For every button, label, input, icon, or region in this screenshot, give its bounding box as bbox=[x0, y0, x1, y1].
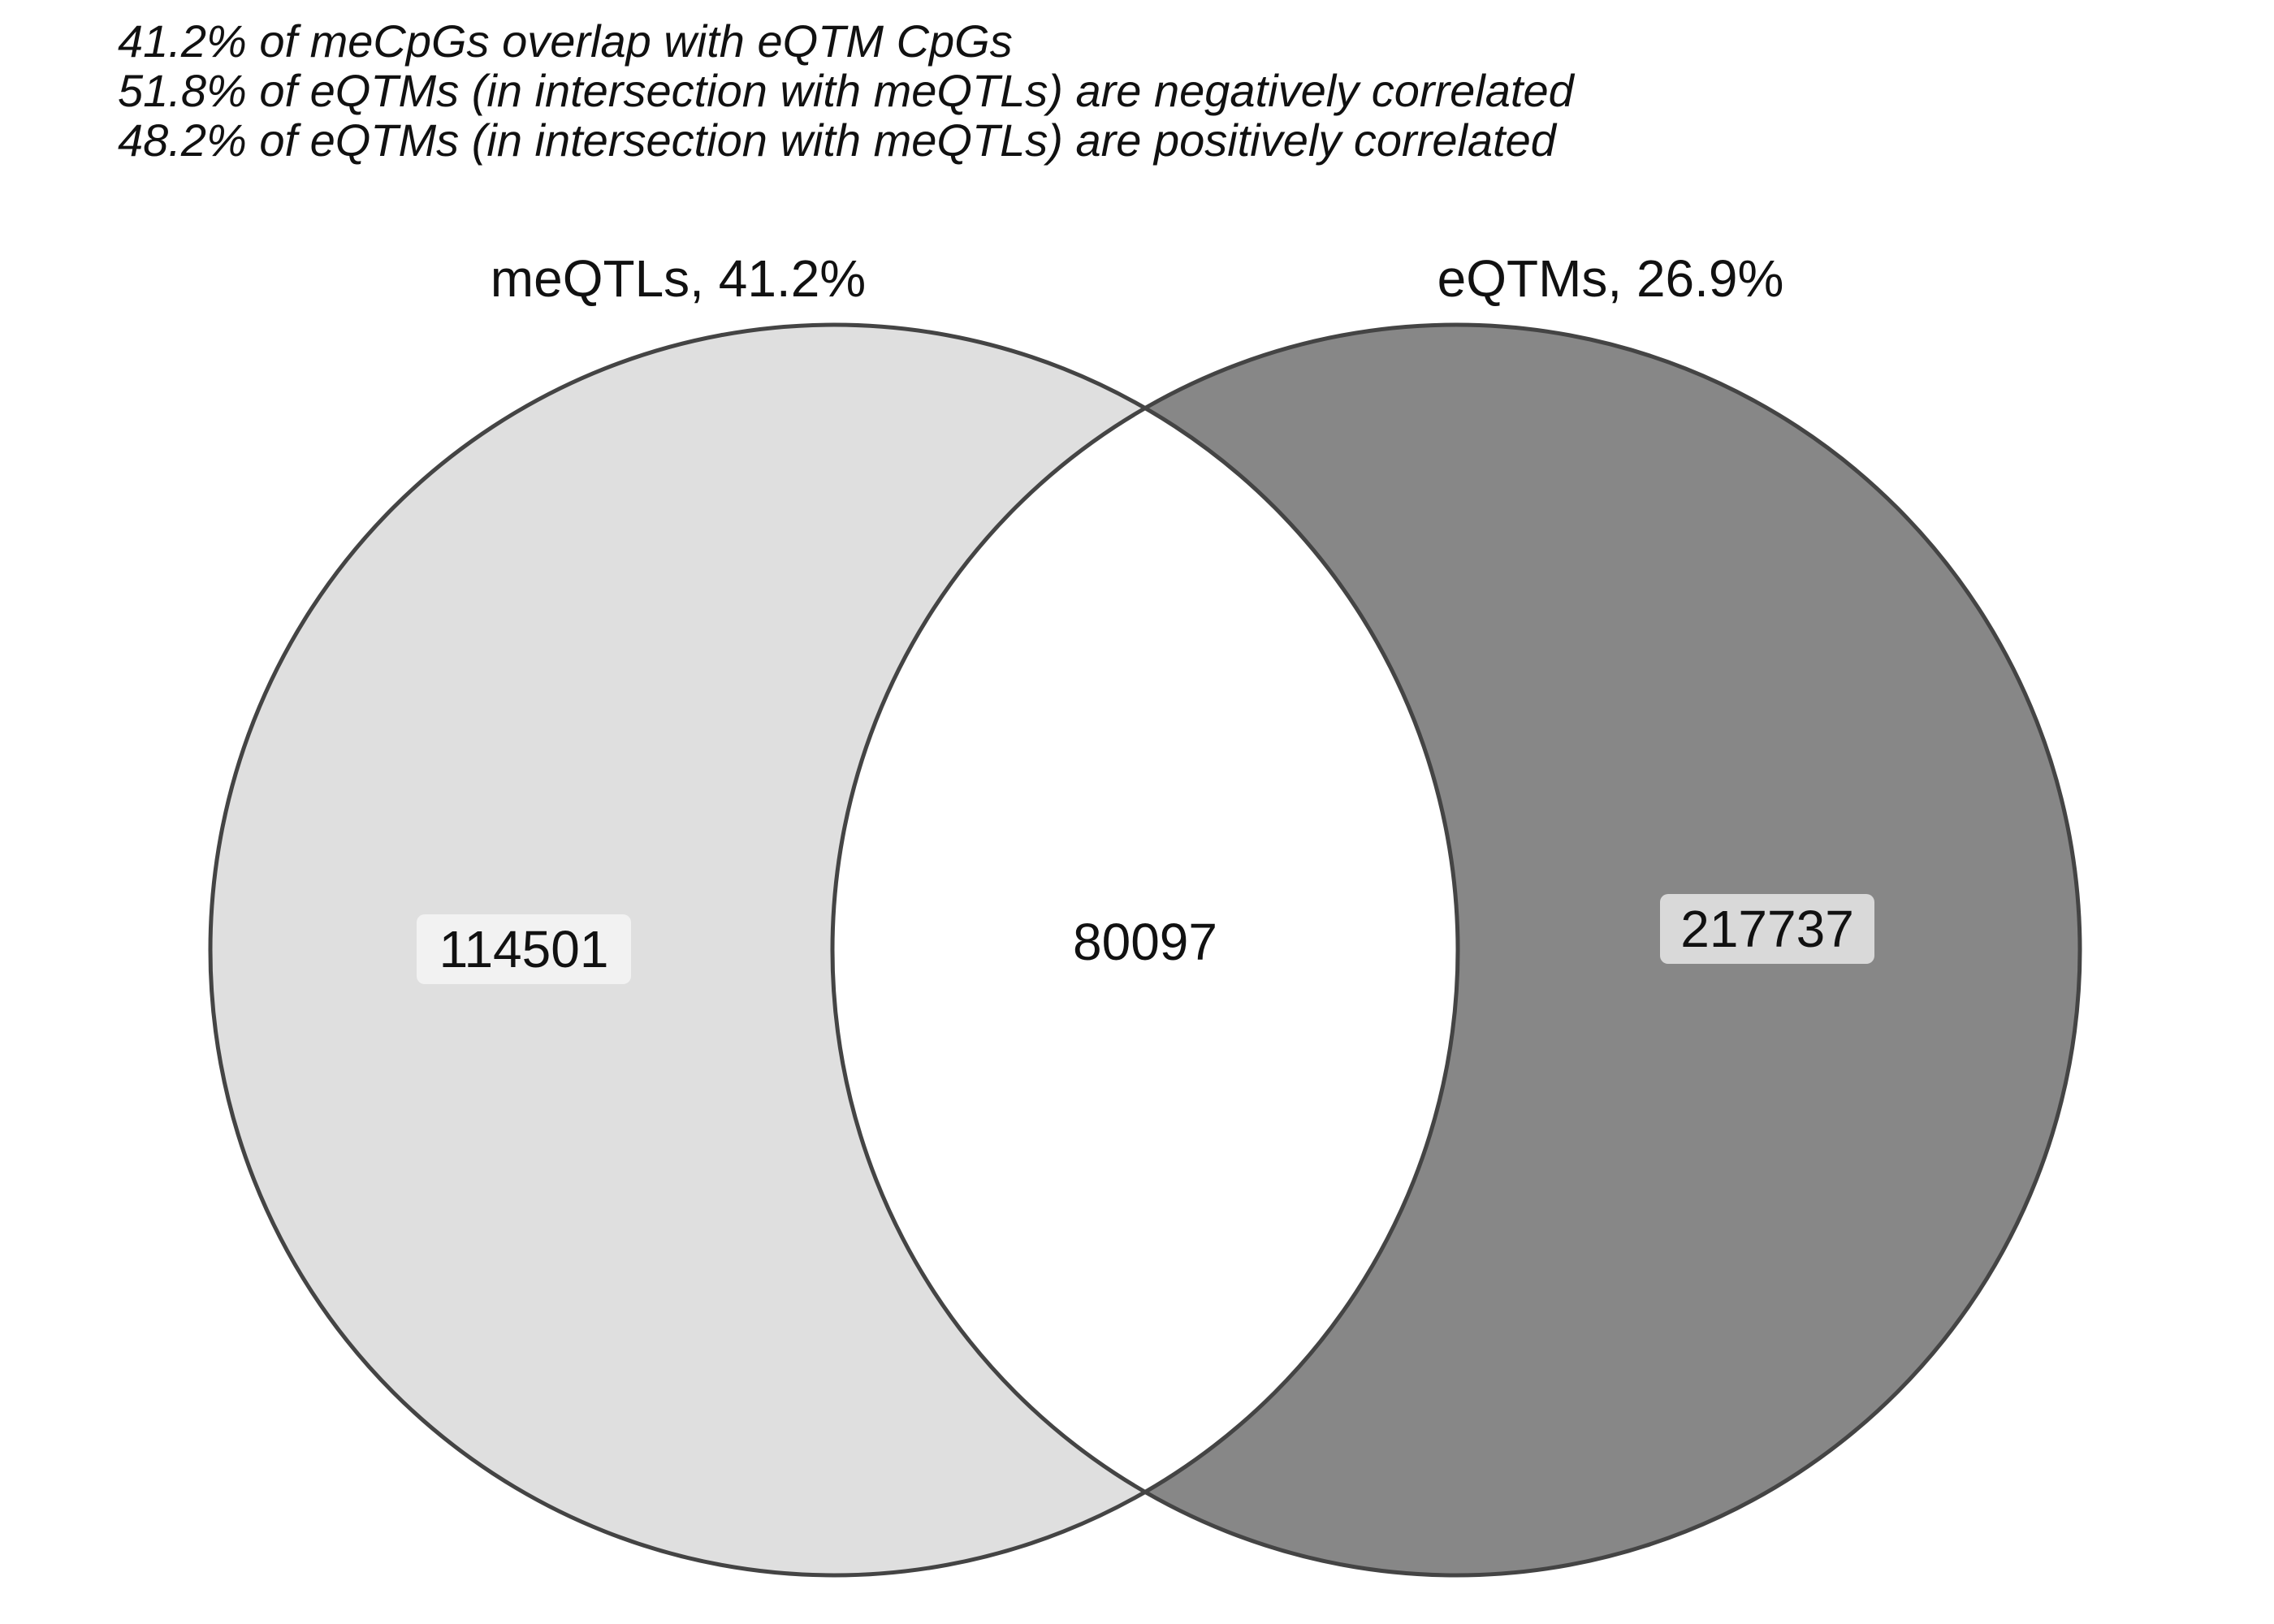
eqtms-set-label: eQTMs, 26.9% bbox=[1437, 249, 1784, 308]
meqtls-only-count: 114501 bbox=[439, 920, 609, 978]
meqtls-only-count-badge bbox=[417, 914, 631, 984]
stat-line-overlap: 41.2% of meCpGs overlap with eQTM CpGs bbox=[118, 15, 1013, 67]
eqtms-only-count: 217737 bbox=[1680, 900, 1854, 958]
stat-line-negative: 51.8% of eQTMs (in intersection with meQ… bbox=[118, 65, 1576, 116]
eqtms-circle-outline bbox=[830, 322, 2082, 1578]
stat-line-positive: 48.2% of eQTMs (in intersection with meQ… bbox=[118, 114, 1558, 166]
meqtls-circle-outline bbox=[208, 322, 1460, 1578]
meqtls-set-label: meQTLs, 41.2% bbox=[491, 249, 866, 308]
intersection-count: 80097 bbox=[1073, 913, 1217, 971]
eqtms-only-count-badge bbox=[1660, 894, 1874, 964]
